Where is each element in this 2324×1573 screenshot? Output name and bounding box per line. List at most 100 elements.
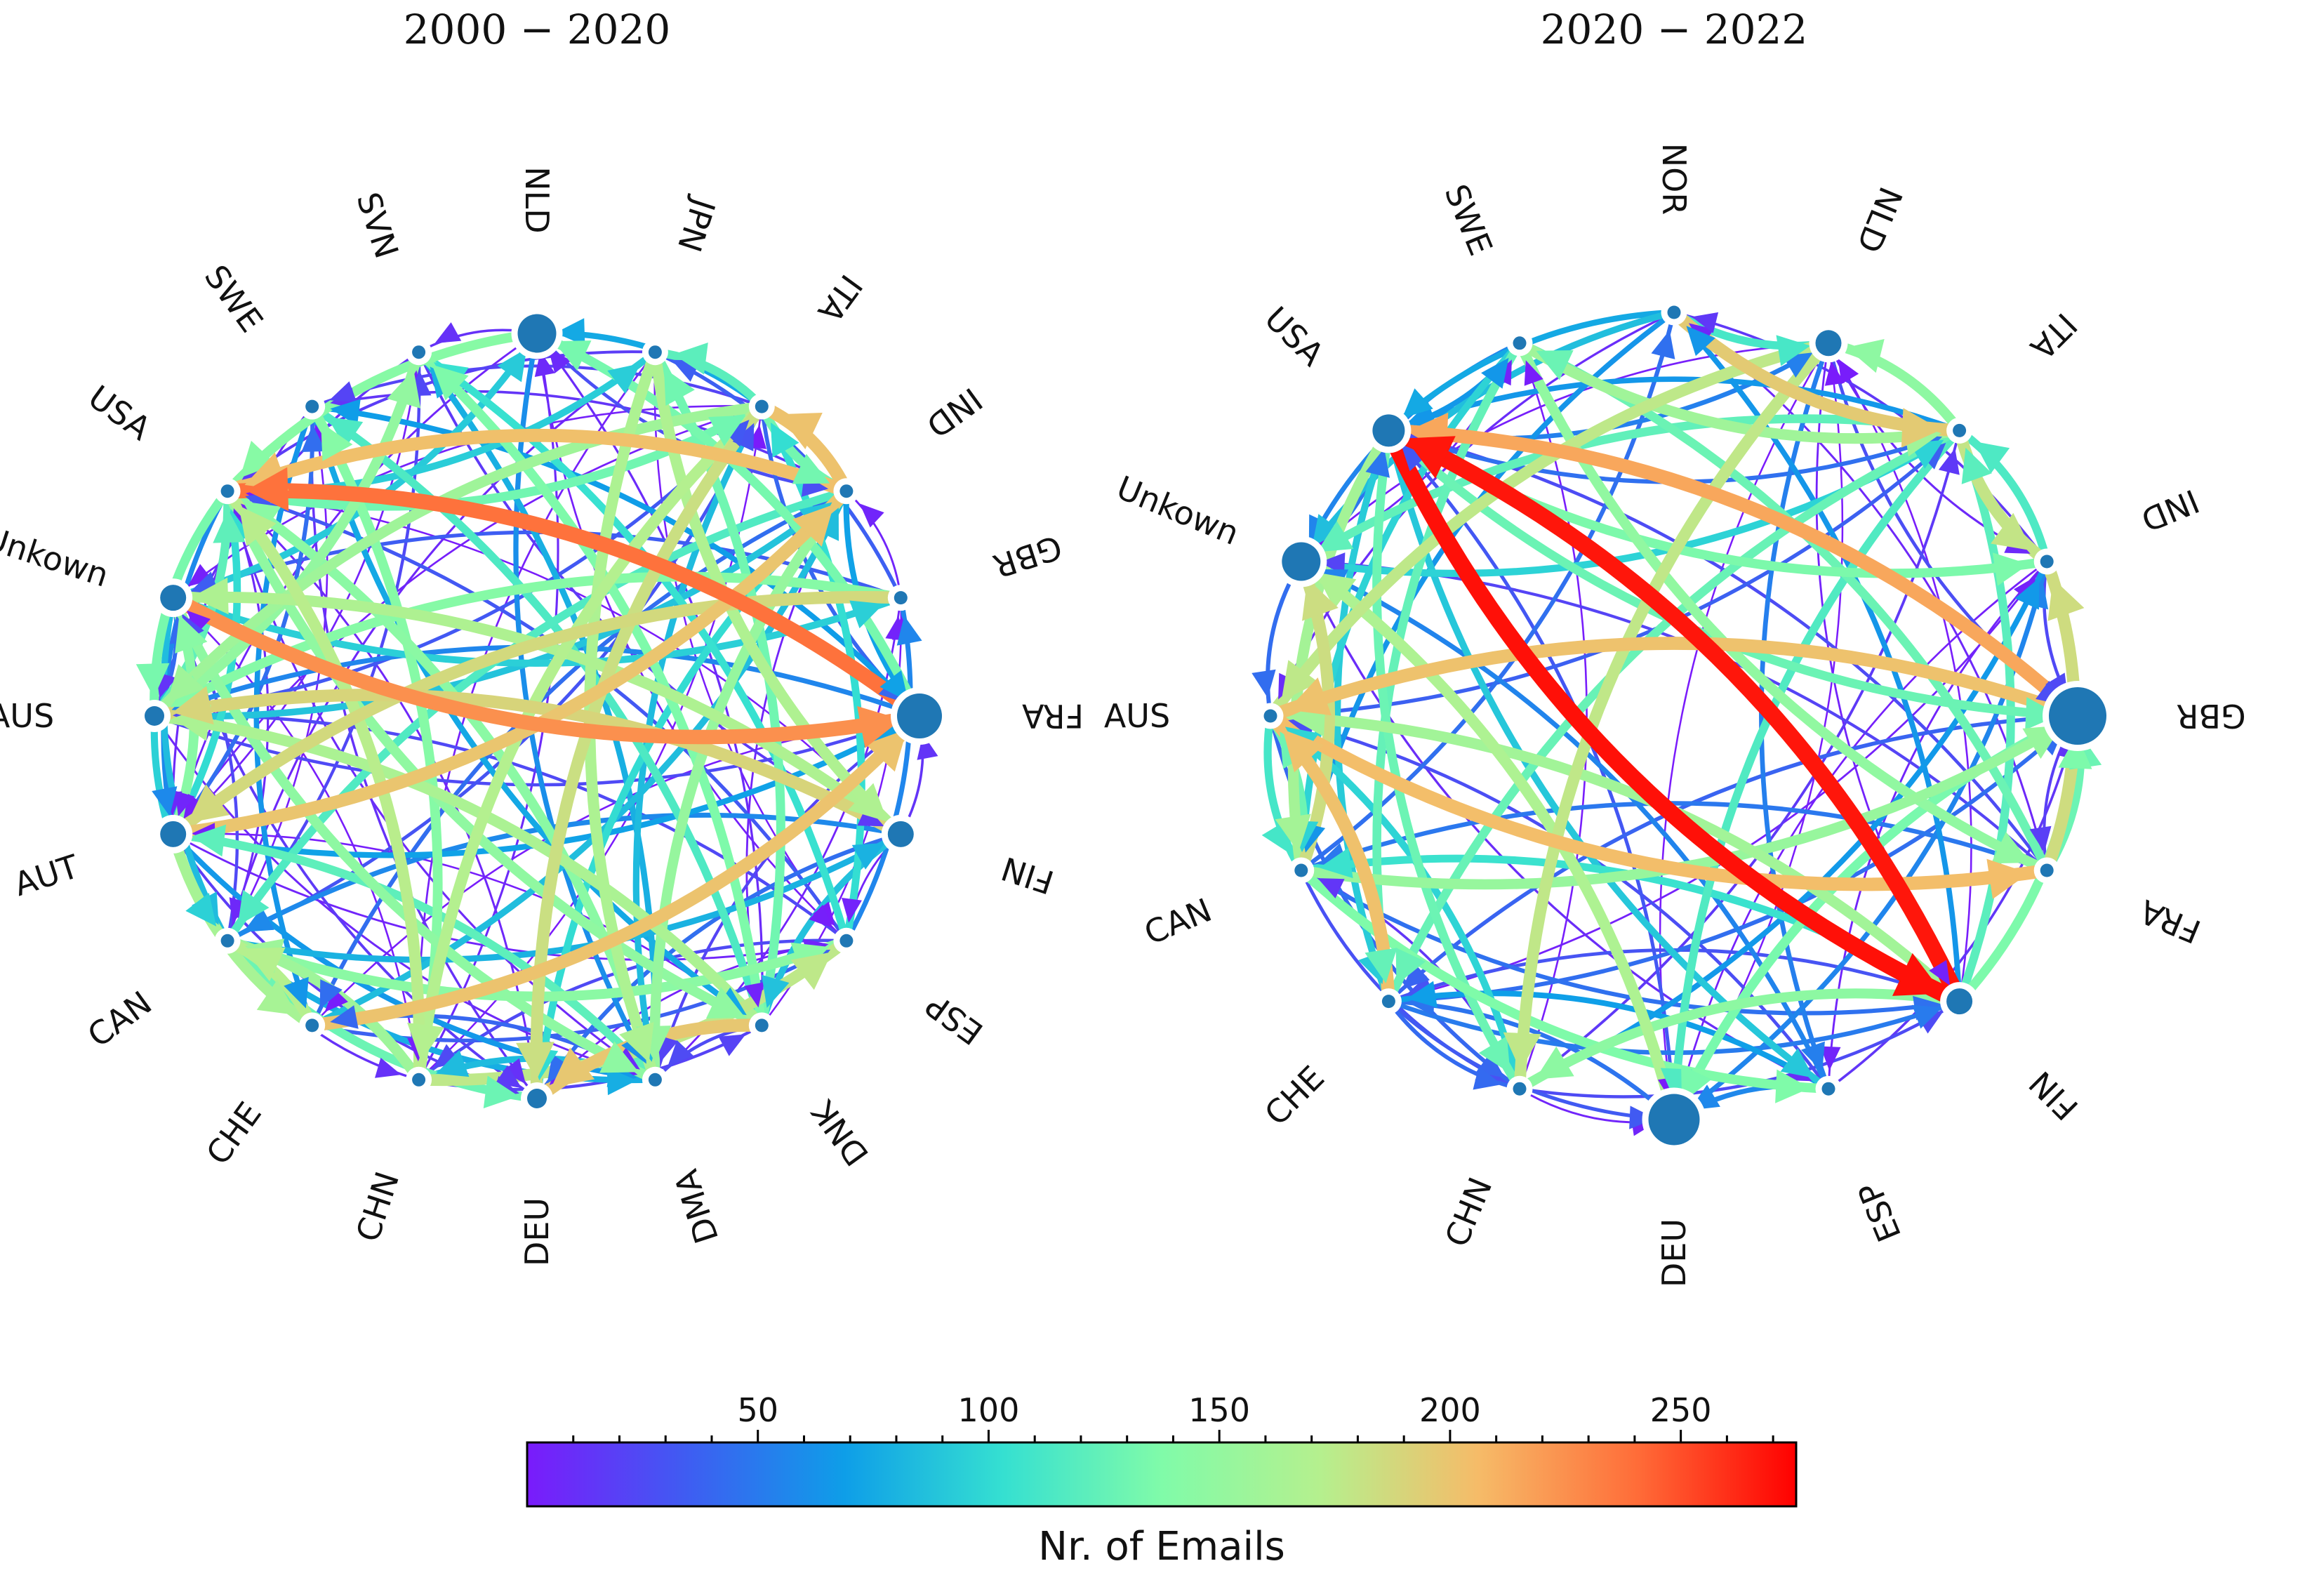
arrowhead: [175, 790, 195, 817]
arrowhead: [732, 423, 755, 451]
edge: [1388, 990, 1831, 1091]
node-esp: [1821, 1082, 1835, 1096]
edge: [1670, 427, 1963, 1120]
arrowhead: [1780, 1048, 1814, 1078]
arrowhead: [191, 824, 227, 857]
node-label: GBR: [2176, 697, 2245, 735]
node-ita: [755, 399, 769, 413]
arrowhead: [243, 907, 274, 932]
arrowhead: [896, 616, 922, 646]
arrowhead: [1317, 878, 1345, 898]
arrowhead: [246, 467, 289, 512]
edge: [1372, 430, 1524, 1091]
edge: [653, 715, 921, 1080]
arrowhead: [186, 610, 211, 634]
arrowhead: [1478, 1035, 1510, 1073]
arrowhead: [1287, 677, 1332, 716]
node-label: FIN: [2021, 1063, 2085, 1127]
node-label: SWE: [197, 258, 271, 340]
arrowhead: [1364, 948, 1397, 983]
arrowhead: [1838, 359, 1859, 385]
node-label: IND: [919, 380, 989, 446]
arrowhead: [436, 1049, 470, 1077]
node-label: CHN: [1437, 1172, 1500, 1252]
node-label: FRA: [1021, 697, 1084, 735]
edge: [1268, 637, 2080, 722]
arrowhead: [1991, 512, 2033, 551]
node-layer: [138, 307, 948, 1115]
arrowhead: [1992, 552, 2029, 586]
edge: [169, 591, 921, 745]
arrowhead: [1481, 357, 1509, 389]
node-label: CHE: [199, 1095, 269, 1172]
node-label: GBR: [988, 528, 1066, 585]
arrowhead: [599, 1041, 639, 1073]
arrowhead: [1317, 521, 1354, 552]
arrowhead: [407, 1023, 444, 1062]
arrowhead: [1402, 962, 1430, 990]
arrowhead: [865, 729, 908, 772]
node-deu: [527, 1089, 547, 1108]
arrowhead: [237, 889, 270, 926]
colorbar-tick-label: 200: [1419, 1391, 1481, 1429]
arrowhead: [321, 422, 353, 461]
arrowhead: [135, 663, 170, 698]
node-label: AUS: [0, 697, 54, 735]
colorbar-tick-label: 250: [1650, 1391, 1712, 1429]
node-fra: [897, 693, 942, 738]
colorbar-label: Nr. of Emails: [1038, 1524, 1285, 1569]
edge: [1385, 423, 1967, 1005]
arrowhead: [1251, 669, 1276, 698]
node-can: [1294, 863, 1308, 877]
arrowhead: [432, 364, 469, 401]
arrowhead: [809, 904, 833, 929]
node-fin: [1946, 988, 1973, 1015]
network-panel-2000-2020: 2000 − 2020 NLD SVN SWE USA Unkown AUS AUT CAN C…: [0, 6, 1084, 1266]
arrowhead: [718, 1034, 746, 1056]
node-label: IND: [2136, 482, 2205, 539]
edge: [311, 711, 924, 1033]
node-nor: [1667, 305, 1681, 319]
arrowhead: [619, 1021, 654, 1063]
node-dma: [648, 1073, 662, 1087]
arrowhead: [502, 1058, 526, 1084]
arrowhead: [516, 1042, 555, 1080]
arrowhead: [1800, 1041, 1825, 1072]
node-usa: [1372, 414, 1405, 447]
arrowhead: [1986, 858, 2029, 899]
arrowhead: [1775, 1069, 1811, 1103]
edge: [1518, 430, 1961, 1090]
colorbar-tick-label: 50: [737, 1391, 778, 1429]
arrowhead: [301, 425, 326, 452]
node-label: DMA: [667, 1164, 726, 1248]
edge: [225, 935, 318, 1028]
arrowhead: [2058, 734, 2092, 769]
arrowhead: [851, 842, 885, 870]
arrowhead: [668, 1040, 693, 1067]
edge: [311, 364, 763, 409]
node-label: USA: [1257, 299, 1332, 373]
arrowhead: [239, 505, 277, 547]
edge: [151, 350, 424, 720]
colorbar-gradient-bar: [526, 1441, 1798, 1508]
arrowhead: [857, 706, 902, 748]
edge: [844, 597, 913, 942]
arrowhead: [1395, 948, 1426, 985]
arrowhead: [790, 952, 832, 990]
node-swe: [1513, 336, 1527, 350]
arrowhead: [1929, 960, 1951, 986]
arrowhead: [497, 348, 527, 383]
edge-layer: [150, 328, 924, 1104]
node-label: SWE: [1437, 179, 1500, 261]
arrowhead: [185, 893, 217, 927]
edge: [1388, 423, 2083, 722]
node-label: ESP: [1850, 1177, 1908, 1247]
node-label: CHN: [349, 1167, 407, 1247]
node-label: CAN: [1139, 891, 1217, 952]
arrowhead: [434, 322, 462, 344]
arrowhead: [547, 347, 571, 373]
edge: [535, 832, 902, 1100]
node-gbr: [894, 591, 908, 605]
node-can: [220, 934, 234, 948]
edge: [1270, 710, 1963, 1006]
